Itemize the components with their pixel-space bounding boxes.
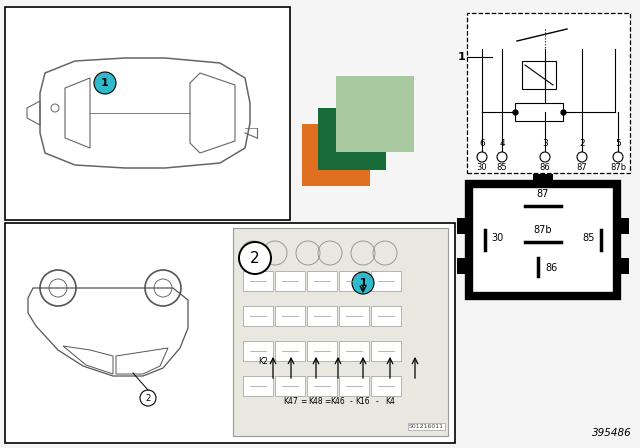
- Bar: [307, 341, 337, 361]
- Text: 85: 85: [497, 163, 508, 172]
- Bar: [275, 341, 305, 361]
- Text: 86: 86: [545, 263, 557, 273]
- Text: 395486: 395486: [592, 428, 632, 438]
- Bar: [544, 96, 552, 114]
- Text: 87: 87: [537, 189, 549, 199]
- Text: -: -: [349, 397, 353, 406]
- Text: 87: 87: [577, 163, 588, 172]
- Text: 85: 85: [583, 233, 595, 243]
- Text: K46: K46: [331, 397, 346, 406]
- Circle shape: [94, 72, 116, 94]
- Text: 30: 30: [491, 233, 503, 243]
- Bar: [371, 341, 401, 361]
- Text: 87b: 87b: [610, 163, 626, 172]
- Text: 1: 1: [458, 52, 466, 62]
- Bar: [275, 376, 305, 396]
- Text: 5: 5: [615, 138, 621, 147]
- Text: 30: 30: [477, 163, 487, 172]
- Text: 87b: 87b: [534, 225, 552, 235]
- Bar: [564, 96, 572, 114]
- Bar: [457, 258, 469, 274]
- Circle shape: [577, 152, 587, 162]
- Bar: [497, 18, 517, 28]
- Bar: [5, 7, 290, 220]
- Bar: [5, 223, 455, 443]
- Bar: [336, 76, 414, 152]
- Text: 2: 2: [579, 138, 585, 147]
- Text: 1: 1: [360, 278, 367, 288]
- Bar: [339, 341, 369, 361]
- Bar: [243, 306, 273, 326]
- Text: K47: K47: [284, 397, 298, 406]
- Bar: [515, 103, 563, 121]
- Circle shape: [477, 152, 487, 162]
- Text: 2: 2: [145, 393, 150, 402]
- Bar: [469, 184, 617, 296]
- Bar: [307, 376, 337, 396]
- Bar: [533, 174, 553, 184]
- Bar: [371, 306, 401, 326]
- Circle shape: [497, 152, 507, 162]
- Text: 1: 1: [101, 78, 109, 88]
- Bar: [339, 306, 369, 326]
- Circle shape: [540, 152, 550, 162]
- Bar: [275, 271, 305, 291]
- Text: K2: K2: [258, 357, 268, 366]
- Bar: [617, 218, 629, 234]
- Bar: [307, 306, 337, 326]
- Bar: [522, 61, 556, 89]
- Bar: [318, 108, 386, 170]
- Bar: [371, 271, 401, 291]
- Bar: [243, 341, 273, 361]
- Text: =: =: [300, 397, 306, 406]
- Text: -: -: [376, 397, 378, 406]
- Bar: [617, 258, 629, 274]
- Bar: [243, 271, 273, 291]
- Bar: [302, 124, 370, 186]
- Text: 4: 4: [499, 138, 505, 147]
- Text: 2: 2: [250, 250, 260, 266]
- Circle shape: [352, 272, 374, 294]
- Text: 3: 3: [542, 138, 548, 147]
- Bar: [243, 376, 273, 396]
- Circle shape: [239, 242, 271, 274]
- Bar: [467, 13, 630, 173]
- Text: 86: 86: [540, 163, 550, 172]
- Bar: [275, 306, 305, 326]
- Text: K48: K48: [308, 397, 323, 406]
- Text: K16: K16: [356, 397, 371, 406]
- Bar: [492, 16, 582, 98]
- Text: =: =: [324, 397, 330, 406]
- Bar: [522, 96, 530, 114]
- Text: 6: 6: [479, 138, 485, 147]
- Bar: [339, 376, 369, 396]
- Text: S01216011: S01216011: [409, 424, 444, 429]
- Bar: [371, 376, 401, 396]
- Circle shape: [613, 152, 623, 162]
- Bar: [457, 218, 469, 234]
- Text: K4: K4: [385, 397, 395, 406]
- Bar: [233, 228, 448, 436]
- Bar: [339, 271, 369, 291]
- Bar: [504, 96, 512, 114]
- Circle shape: [140, 390, 156, 406]
- Bar: [307, 271, 337, 291]
